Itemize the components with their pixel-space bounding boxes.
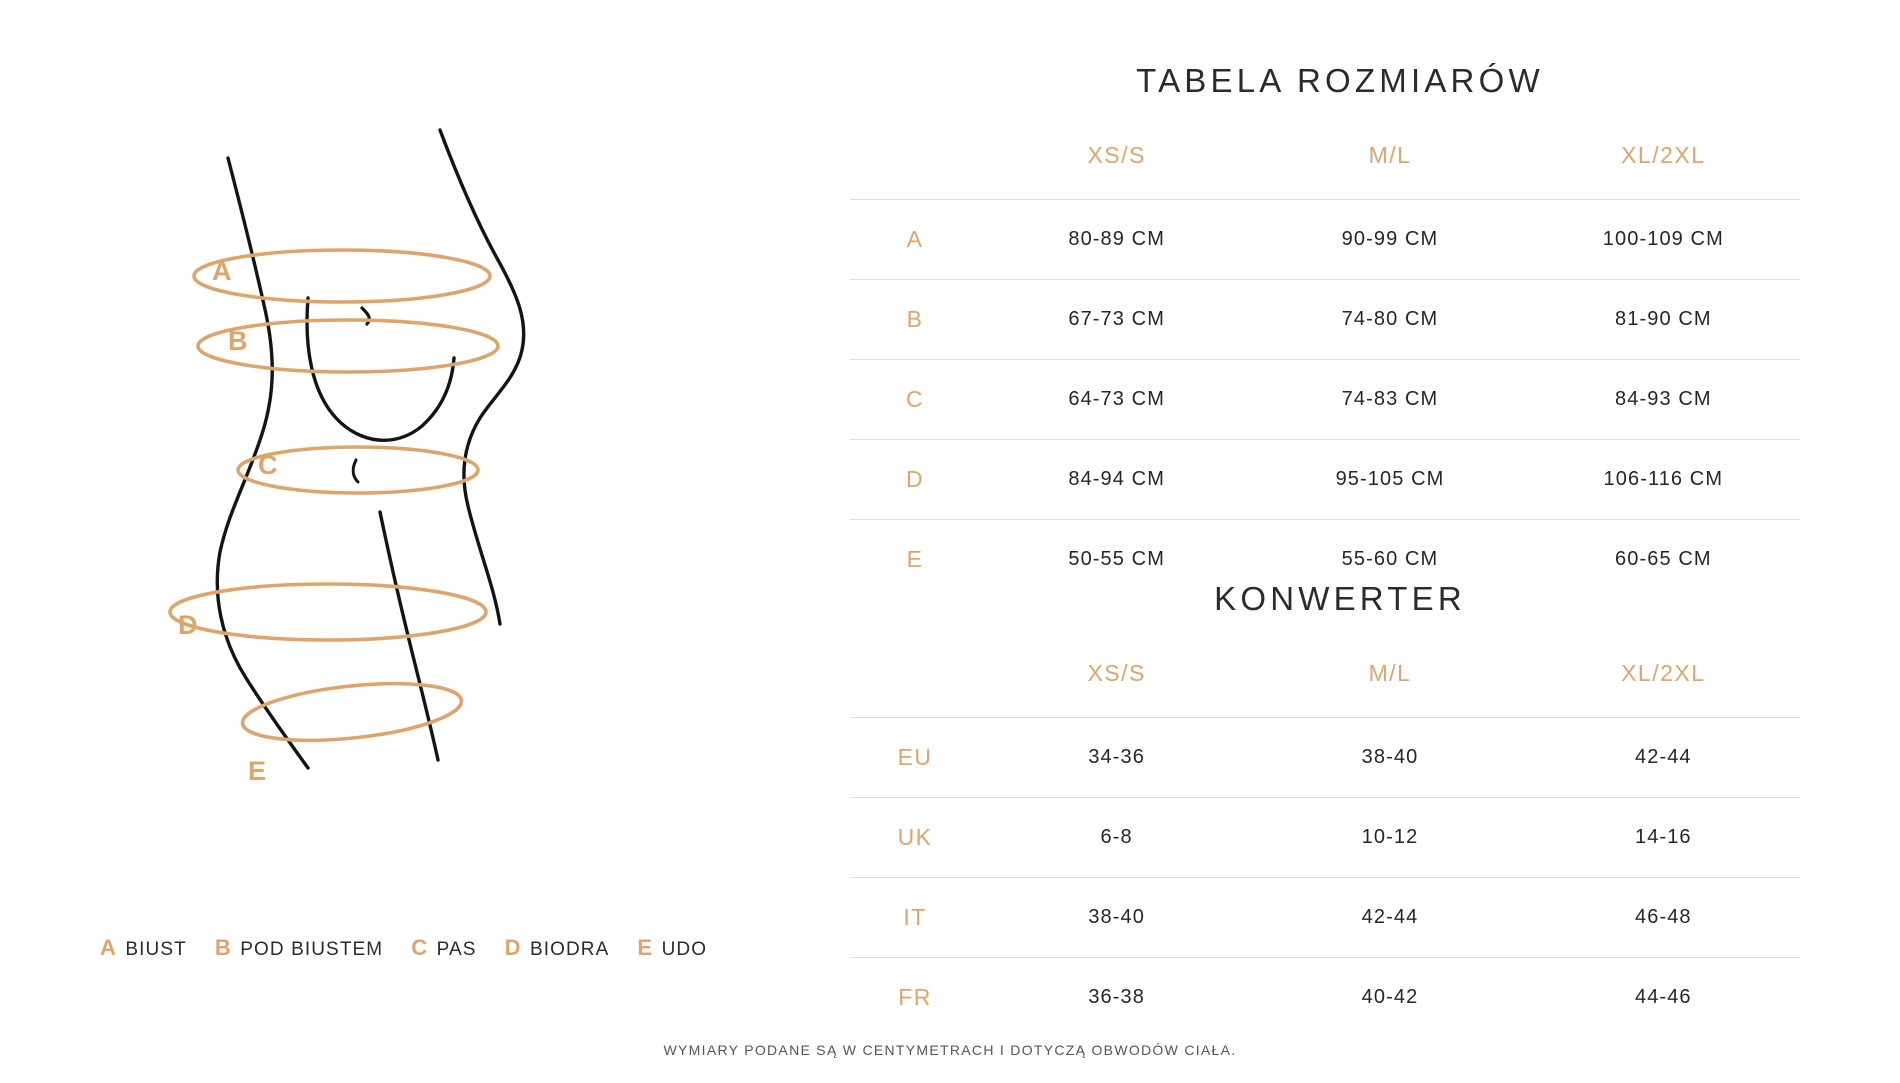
conv-col-head-m-l: M/L [1368, 660, 1412, 686]
converter-table: XS/S M/L XL/2XL EU 34-36 38-40 42-44 UK … [850, 660, 1800, 1037]
conv-row-key-eu: EU [850, 717, 980, 798]
ring-d-hips [168, 582, 488, 642]
body-illustration-pane: A B C D E A BIUST B POD BIUSTEM C PAS D … [0, 0, 840, 1083]
size-col-head-m-l: M/L [1368, 142, 1412, 168]
conv-cell-uk-xl-2xl: 14-16 [1526, 797, 1800, 878]
size-row-key-c: C [850, 359, 980, 440]
conv-cell-it-xs-s: 38-40 [980, 877, 1254, 958]
size-cell-b-xl-2xl: 81-90 CM [1526, 279, 1800, 360]
legend-letter-e: E [637, 935, 653, 960]
legend-text-b: POD BIUSTEM [240, 939, 384, 960]
size-cell-a-m-l: 90-99 CM [1253, 199, 1527, 280]
measurement-legend: A BIUST B POD BIUSTEM C PAS D BIODRA E U… [100, 935, 735, 961]
conv-cell-it-m-l: 42-44 [1253, 877, 1527, 958]
legend-text-e: UDO [661, 939, 708, 960]
size-cell-d-xl-2xl: 106-116 CM [1526, 439, 1800, 520]
size-table-title: TABELA ROZMIARÓW [1136, 62, 1544, 99]
size-cell-c-xs-s: 64-73 CM [980, 359, 1254, 440]
legend-item-c: C PAS [411, 935, 476, 961]
converter-table-title: KONWERTER [1214, 580, 1466, 617]
legend-item-d: D BIODRA [505, 935, 610, 961]
conv-cell-eu-xl-2xl: 42-44 [1526, 717, 1800, 798]
body-measurement-illustration [168, 128, 526, 770]
legend-text-d: BIODRA [529, 939, 610, 960]
size-cell-d-m-l: 95-105 CM [1253, 439, 1527, 520]
size-cell-e-xs-s: 50-55 CM [980, 519, 1254, 599]
legend-item-e: E UDO [637, 935, 707, 961]
table-row: UK 6-8 10-12 14-16 [850, 797, 1800, 878]
conv-cell-eu-xs-s: 34-36 [980, 717, 1254, 798]
size-cell-d-xs-s: 84-94 CM [980, 439, 1254, 520]
marker-label-e: E [248, 756, 267, 786]
legend-letter-c: C [411, 935, 428, 960]
table-row: A 80-89 CM 90-99 CM 100-109 CM [850, 199, 1800, 280]
size-row-key-a: A [850, 199, 980, 280]
legend-item-a: A BIUST [100, 935, 187, 961]
table-row: C 64-73 CM 74-83 CM 84-93 CM [850, 359, 1800, 440]
size-cell-e-xl-2xl: 60-65 CM [1526, 519, 1800, 599]
ring-e-thigh [240, 681, 464, 743]
conv-cell-uk-m-l: 10-12 [1253, 797, 1527, 878]
conv-cell-uk-xs-s: 6-8 [980, 797, 1254, 878]
legend-text-c: PAS [436, 939, 477, 960]
table-row: E 50-55 CM 55-60 CM 60-65 CM [850, 519, 1800, 599]
size-col-head-xs-s: XS/S [1087, 142, 1146, 168]
conv-row-key-it: IT [850, 877, 980, 958]
size-cell-c-m-l: 74-83 CM [1253, 359, 1527, 440]
legend-letter-a: A [100, 935, 117, 960]
table-row: EU 34-36 38-40 42-44 [850, 717, 1800, 798]
table-row: IT 38-40 42-44 46-48 [850, 877, 1800, 958]
conv-col-head-key [850, 660, 980, 718]
size-cell-a-xl-2xl: 100-109 CM [1526, 199, 1800, 280]
legend-letter-d: D [504, 935, 521, 960]
ring-c-waist [236, 445, 480, 495]
right-body-contour [438, 128, 526, 626]
table-row: B 67-73 CM 74-80 CM 81-90 CM [850, 279, 1800, 360]
size-table: XS/S M/L XL/2XL A 80-89 CM 90-99 CM 100-… [850, 142, 1800, 599]
size-col-head-xl-2xl: XL/2XL [1621, 142, 1706, 168]
conv-col-head-xl-2xl: XL/2XL [1621, 660, 1706, 686]
leg-contour [378, 510, 440, 762]
marker-label-d: D [178, 610, 198, 640]
tables-pane: TABELA ROZMIARÓW XS/S M/L XL/2XL A 80-89… [840, 0, 1900, 1083]
table-row: D 84-94 CM 95-105 CM 106-116 CM [850, 439, 1800, 520]
conv-cell-fr-m-l: 40-42 [1253, 957, 1527, 1037]
legend-letter-b: B [214, 935, 232, 960]
ring-a-bust [192, 248, 492, 304]
ring-b-underbust [196, 318, 500, 374]
marker-label-a: A [212, 256, 232, 286]
converter-table-header-row: XS/S M/L XL/2XL [850, 660, 1800, 718]
conv-col-head-xs-s: XS/S [1087, 660, 1146, 686]
conv-cell-fr-xl-2xl: 44-46 [1526, 957, 1800, 1037]
size-cell-a-xs-s: 80-89 CM [980, 199, 1254, 280]
conv-row-key-uk: UK [850, 797, 980, 878]
footnote-text: WYMIARY PODANE SĄ W CENTYMETRACH I DOTYC… [663, 1042, 1237, 1058]
size-cell-e-m-l: 55-60 CM [1253, 519, 1527, 599]
conv-row-key-fr: FR [850, 957, 980, 1037]
size-cell-b-xs-s: 67-73 CM [980, 279, 1254, 360]
legend-item-b: B POD BIUSTEM [215, 935, 383, 961]
size-table-header-row: XS/S M/L XL/2XL [850, 142, 1800, 200]
marker-label-b: B [228, 326, 248, 356]
conv-cell-it-xl-2xl: 46-48 [1526, 877, 1800, 958]
nipple-mark [360, 306, 371, 326]
size-col-head-key [850, 142, 980, 200]
size-cell-b-m-l: 74-80 CM [1253, 279, 1527, 360]
conv-cell-eu-m-l: 38-40 [1253, 717, 1527, 798]
left-body-contour [215, 156, 310, 770]
size-cell-c-xl-2xl: 84-93 CM [1526, 359, 1800, 440]
legend-text-a: BIUST [125, 939, 187, 960]
size-row-key-b: B [850, 279, 980, 360]
bust-contour [305, 296, 456, 442]
table-row: FR 36-38 40-42 44-46 [850, 957, 1800, 1037]
marker-label-c: C [258, 450, 278, 480]
conv-cell-fr-xs-s: 36-38 [980, 957, 1254, 1037]
size-row-key-d: D [850, 439, 980, 520]
size-row-key-e: E [850, 519, 980, 599]
navel-mark [351, 458, 360, 484]
